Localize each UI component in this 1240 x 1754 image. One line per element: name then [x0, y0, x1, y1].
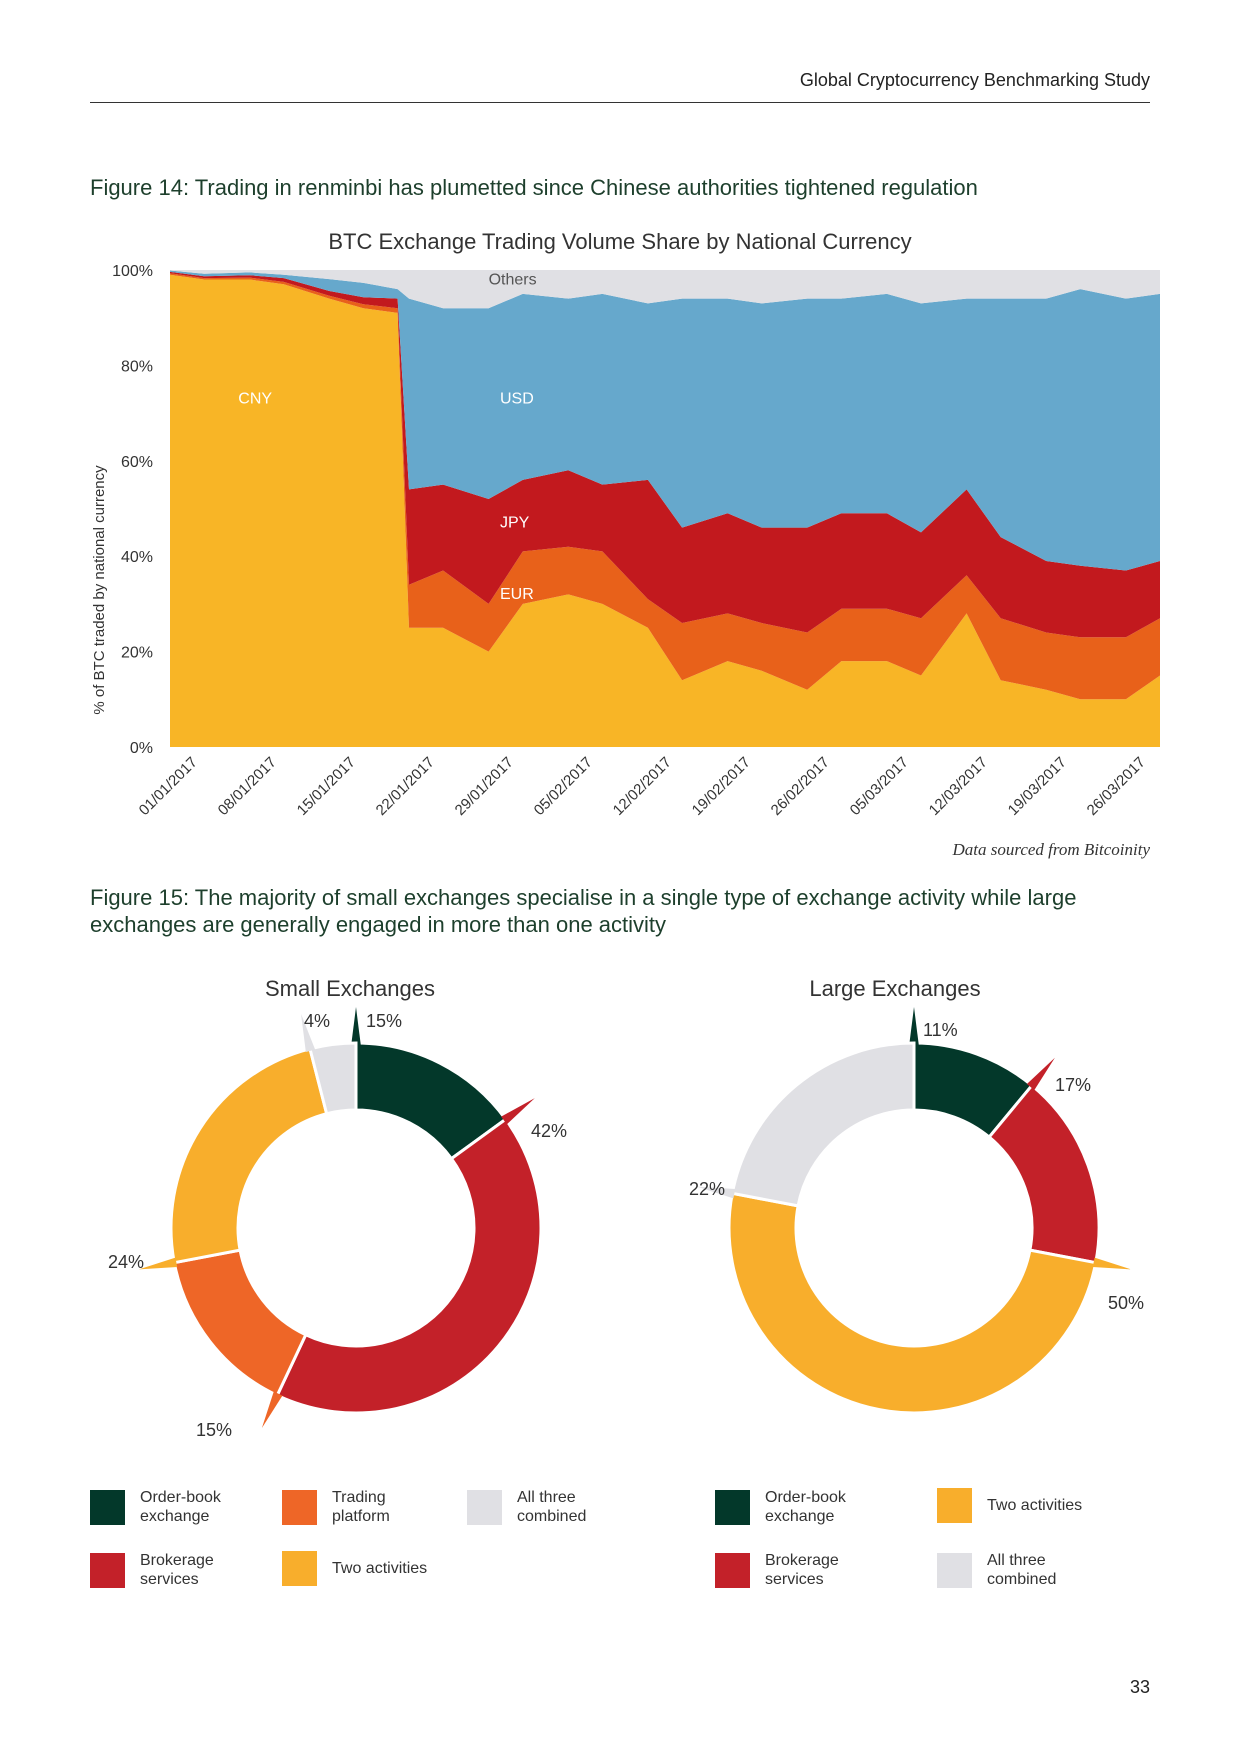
large-legend-all-three: All three combined	[937, 1551, 1117, 1589]
area-annotations: Others CNY USD JPY EUR	[238, 271, 536, 603]
donut-value-label: 50%	[1108, 1293, 1144, 1313]
donut-leader	[501, 1098, 535, 1125]
area-series-usd	[170, 270, 1160, 571]
y-tick-label: 0%	[130, 740, 153, 757]
area-label-usd: USD	[500, 391, 534, 408]
donut-leader	[351, 1007, 361, 1046]
donut-leader	[138, 1257, 178, 1270]
legend-swatch	[715, 1552, 750, 1588]
legend-label: Trading platform	[332, 1489, 390, 1525]
area-series-others	[170, 270, 1160, 309]
area-label-others: Others	[489, 271, 537, 288]
donut-value-label: 24%	[108, 1252, 144, 1272]
area-label-jpy: JPY	[500, 515, 530, 532]
legend-swatch	[282, 1489, 317, 1525]
donut-leader	[1026, 1057, 1055, 1091]
area-series-cny	[170, 274, 1160, 747]
donut-slice	[169, 1046, 329, 1265]
figure-14-caption: Figure 14: Trading in renminbi has plume…	[90, 175, 978, 200]
page-number: 33	[1129, 1677, 1150, 1697]
area-label-cny: CNY	[238, 391, 272, 408]
y-tick-label: 60%	[121, 454, 153, 471]
donut-slice	[730, 1041, 916, 1208]
donut-slice	[308, 1041, 358, 1116]
figure-15-caption-line2: exchanges are generally engaged in more …	[90, 912, 667, 937]
donut-value-label: 17%	[1055, 1075, 1091, 1095]
small-legend-trading-platform: Trading platform	[282, 1488, 462, 1526]
donut-value-label: 22%	[689, 1179, 725, 1199]
donut-leader	[1092, 1257, 1132, 1270]
small-legend-brokerage: Brokerage services	[90, 1551, 270, 1589]
donut-value-label: 4%	[304, 1011, 330, 1031]
figure-15-caption-line1: Figure 15: The majority of small exchang…	[90, 885, 1077, 910]
legend-label: All three combined	[987, 1552, 1057, 1588]
large-legend-order-book: Order-book exchange	[715, 1488, 895, 1526]
legend-label: All three combined	[517, 1489, 587, 1525]
donut-leader	[696, 1186, 736, 1199]
legend-label: Brokerage services	[765, 1552, 839, 1588]
y-tick-label: 100%	[112, 263, 153, 280]
small-legend-order-book: Order-book exchange	[90, 1488, 270, 1526]
legend-label: Two activities	[987, 1497, 1083, 1514]
donut-leader	[261, 1391, 283, 1428]
y-tick-label: 80%	[121, 358, 153, 375]
running-header: Global Cryptocurrency Benchmarking Study	[799, 70, 1150, 90]
donut-leader	[301, 1013, 316, 1053]
y-tick-labels: 0% 20% 40% 60% 80% 100%	[112, 263, 153, 757]
legend-swatch	[282, 1551, 317, 1586]
large-legend-two-activities: Two activities	[937, 1488, 1117, 1523]
legend-swatch	[937, 1488, 972, 1523]
donut-value-label: 15%	[196, 1420, 232, 1440]
y-tick-label: 40%	[121, 549, 153, 566]
legend-swatch	[467, 1489, 502, 1525]
legend-swatch	[90, 1489, 125, 1525]
legend-swatch	[937, 1552, 972, 1588]
header-rule	[90, 102, 1150, 103]
area-chart-title: BTC Exchange Trading Volume Share by Nat…	[328, 229, 912, 254]
legend-label: Brokerage services	[140, 1552, 214, 1588]
area-chart: 0%20%40%60%80%100% 01/01/2017 08/01/2017 1…	[91, 263, 1160, 819]
legend-swatch	[715, 1489, 750, 1525]
donut-leader	[909, 1007, 919, 1046]
area-layers	[170, 270, 1160, 747]
source-note: Data sourced from Bitcoinity	[952, 840, 1150, 859]
area-label-eur: EUR	[500, 586, 534, 603]
donut-slice	[727, 1191, 1098, 1414]
y-tick-label: 20%	[121, 645, 153, 662]
legend-label: Two activities	[332, 1560, 428, 1577]
large-legend-brokerage: Brokerage services	[715, 1551, 895, 1589]
legend-label: Order-book exchange	[765, 1489, 846, 1525]
donut-value-label: 42%	[531, 1121, 567, 1141]
legend-swatch	[90, 1552, 125, 1588]
large-donut-title: Large Exchanges	[809, 976, 981, 1001]
donut-value-label: 11%	[923, 1020, 958, 1040]
area-series-eur	[170, 273, 1160, 700]
figure-15-caption: Figure 15: The majority of small exchang…	[90, 884, 1076, 938]
area-series-jpy	[170, 271, 1160, 638]
small-donut-title: Small Exchanges	[265, 976, 435, 1001]
small-legend-all-three: All three combined	[467, 1488, 647, 1526]
y-axis-label: % of BTC traded by national currency	[91, 465, 108, 715]
donut-slice	[275, 1117, 543, 1415]
legend-label: Order-book exchange	[140, 1489, 221, 1525]
small-legend-two-activities: Two activities	[282, 1551, 462, 1586]
donut-value-label: 15%	[366, 1011, 402, 1031]
